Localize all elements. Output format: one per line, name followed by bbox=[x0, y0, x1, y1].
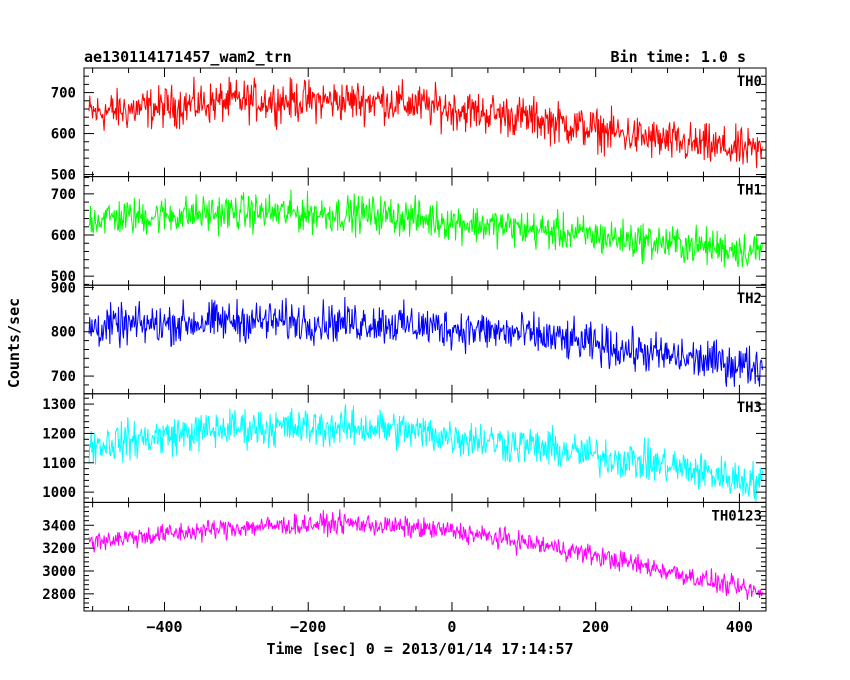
y-tick-label: 3400 bbox=[42, 518, 76, 534]
series-line-th1 bbox=[88, 189, 763, 268]
y-tick-label: 800 bbox=[51, 325, 76, 341]
y-tick-label: 700 bbox=[51, 369, 76, 385]
panel-frame bbox=[83, 284, 767, 395]
y-tick-label: 3000 bbox=[42, 564, 76, 580]
panel-th1: 500 600 700 TH1 bbox=[51, 176, 767, 286]
panel-stack: 500 600 700 TH0 500 600 700 TH1 700 800 900 TH2 1000… bbox=[42, 67, 767, 612]
panel-label-th1: TH1 bbox=[737, 183, 762, 199]
panel-frame bbox=[83, 176, 767, 286]
chart-title: ae130114171457_wam2_trn bbox=[84, 48, 292, 66]
y-tick-label: 1100 bbox=[42, 456, 76, 472]
panel-th0: 500 600 700 TH0 bbox=[51, 67, 767, 184]
y-tick-label: 900 bbox=[51, 280, 76, 296]
y-tick-label: 1000 bbox=[42, 485, 76, 501]
panel-label-th0: TH0 bbox=[737, 74, 762, 90]
panel-th0123: 2800 3000 3200 3400 TH0123 bbox=[42, 501, 767, 612]
panel-frame bbox=[83, 501, 767, 612]
x-axis-label: Time [sec] 0 = 2013/01/14 17:14:57 bbox=[266, 640, 573, 658]
y-axis-label: Counts/sec bbox=[5, 298, 23, 388]
x-tick-label: −200 bbox=[290, 618, 326, 636]
panel-th2: 700 800 900 TH2 bbox=[51, 280, 767, 395]
series-line-th0123 bbox=[88, 509, 763, 601]
series-line-th0 bbox=[88, 76, 763, 169]
panel-th3: 1000 1100 1200 1300 TH3 bbox=[42, 393, 767, 503]
series-line-th3 bbox=[88, 404, 763, 503]
bin-time-label: Bin time: 1.0 s bbox=[611, 48, 746, 66]
y-tick-label: 3200 bbox=[42, 541, 76, 557]
panel-frame bbox=[83, 393, 767, 503]
panel-frame bbox=[83, 67, 767, 178]
panel-label-th2: TH2 bbox=[737, 291, 762, 307]
y-tick-label: 500 bbox=[51, 168, 76, 184]
x-tick-label: 200 bbox=[582, 618, 609, 636]
panel-label-th0123: TH0123 bbox=[711, 508, 762, 524]
y-tick-label: 600 bbox=[51, 127, 76, 143]
x-axis: −400 −200 0 200 400 bbox=[146, 618, 753, 636]
y-tick-label: 700 bbox=[51, 187, 76, 203]
y-tick-label: 500 bbox=[51, 269, 76, 285]
y-tick-label: 1300 bbox=[42, 397, 76, 413]
y-tick-label: 600 bbox=[51, 228, 76, 244]
panel-label-th3: TH3 bbox=[737, 400, 762, 416]
series-line-th2 bbox=[88, 296, 763, 387]
x-tick-label: −400 bbox=[146, 618, 182, 636]
y-tick-label: 1200 bbox=[42, 426, 76, 442]
y-tick-label: 2800 bbox=[42, 587, 76, 603]
x-tick-label: 0 bbox=[447, 618, 456, 636]
x-tick-label: 400 bbox=[726, 618, 753, 636]
y-tick-label: 700 bbox=[51, 86, 76, 102]
